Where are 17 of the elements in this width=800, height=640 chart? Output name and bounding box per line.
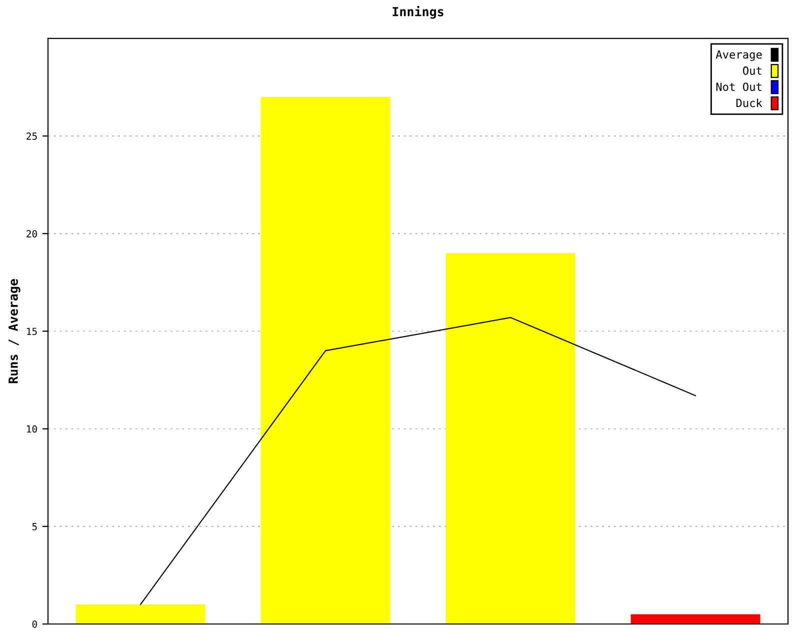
legend-label: Out	[743, 66, 762, 75]
bar	[260, 96, 390, 624]
legend-label: Average	[716, 50, 762, 61]
y-axis-title: Runs / Average	[8, 279, 20, 384]
y-tick-label: 20	[26, 230, 37, 238]
chart-title: Innings	[392, 6, 444, 19]
y-tick-label: 15	[27, 328, 37, 336]
legend-label: Duck	[736, 98, 762, 108]
bar	[446, 253, 576, 624]
y-tick-label: 25	[26, 132, 37, 140]
legend-label: Not Out	[716, 82, 762, 91]
bar	[76, 604, 206, 624]
bar	[630, 614, 760, 624]
y-tick-label: 5	[32, 523, 37, 530]
y-tick-label: 10	[27, 425, 37, 433]
y-tick-label: 0	[32, 620, 37, 628]
line-series	[140, 316, 696, 606]
